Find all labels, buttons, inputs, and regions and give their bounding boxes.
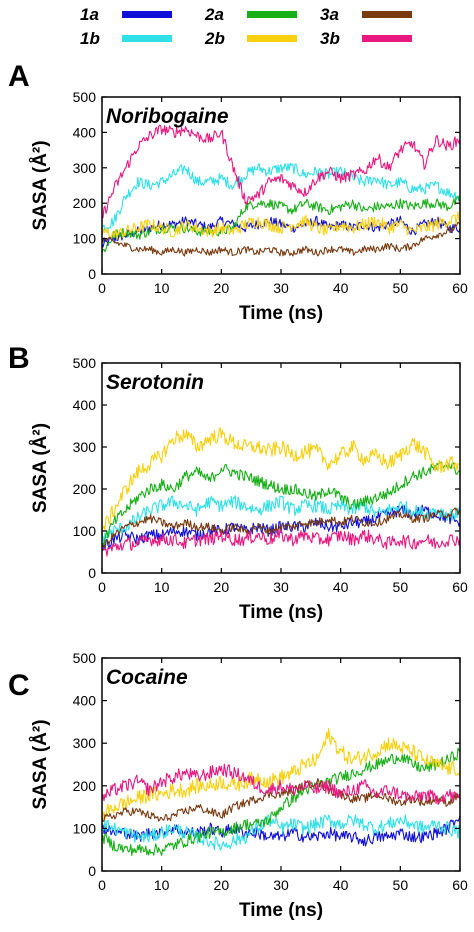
x-tick-label: 0 xyxy=(98,877,106,893)
x-tick-label: 50 xyxy=(393,877,409,893)
y-tick-label: 0 xyxy=(88,863,96,879)
panel-letter: B xyxy=(8,342,30,375)
legend-entry-3b: 3b xyxy=(320,29,412,48)
y-tick-label: 400 xyxy=(73,693,97,709)
y-tick-label: 0 xyxy=(88,266,96,282)
x-tick-label: 10 xyxy=(154,280,170,296)
series-line-3b xyxy=(102,763,460,805)
y-axis-label: SASA (Å²) xyxy=(30,140,51,230)
x-tick-label: 40 xyxy=(333,579,349,595)
x-axis-label: Time (ns) xyxy=(239,900,323,921)
series-line-1b xyxy=(102,495,460,545)
x-axis-label: Time (ns) xyxy=(239,303,323,324)
y-tick-label: 300 xyxy=(73,160,97,176)
legend-label: 1a xyxy=(80,5,99,24)
series-line-3b xyxy=(102,528,460,557)
y-tick-label: 400 xyxy=(73,124,97,140)
legend-swatch xyxy=(122,35,172,42)
y-tick-label: 100 xyxy=(73,523,97,539)
y-tick-label: 0 xyxy=(88,565,96,581)
series-group xyxy=(102,427,460,557)
legend-label: 3a xyxy=(320,5,339,24)
series-group xyxy=(102,124,460,257)
series-group xyxy=(102,727,460,857)
x-tick-label: 30 xyxy=(273,280,289,296)
y-tick-label: 100 xyxy=(73,231,97,247)
legend-label: 3b xyxy=(320,29,340,48)
y-tick-label: 500 xyxy=(73,89,97,105)
legend: 1a 1b 2a 2b 3a 3b xyxy=(80,5,412,48)
x-tick-label: 0 xyxy=(98,579,106,595)
panel-letter: A xyxy=(8,60,30,93)
x-tick-label: 20 xyxy=(214,877,230,893)
legend-entry-2b: 2b xyxy=(204,29,297,48)
panel-title: Cocaine xyxy=(106,666,188,689)
x-tick-label: 50 xyxy=(393,280,409,296)
x-tick-label: 10 xyxy=(154,579,170,595)
x-tick-label: 30 xyxy=(273,877,289,893)
series-line-2a xyxy=(102,461,460,548)
x-tick-label: 60 xyxy=(452,579,468,595)
x-tick-label: 10 xyxy=(154,877,170,893)
series-line-2b xyxy=(102,427,460,532)
x-tick-label: 60 xyxy=(452,280,468,296)
panel-title: Noribogaine xyxy=(106,105,229,128)
y-tick-label: 300 xyxy=(73,735,97,751)
x-tick-label: 60 xyxy=(452,877,468,893)
series-line-3a xyxy=(102,221,460,257)
legend-label: 1b xyxy=(80,29,100,48)
x-tick-label: 40 xyxy=(333,877,349,893)
panel-B: 0 100 200 300 400 500 0 10 20 30 40 50 60 Time (ns) SA… xyxy=(8,342,468,623)
series-line-2a xyxy=(102,747,460,857)
y-tick-label: 200 xyxy=(73,778,97,794)
series-line-2b xyxy=(102,211,460,241)
series-line-2a xyxy=(102,196,460,253)
legend-entry-1a: 1a xyxy=(80,5,172,24)
x-tick-label: 20 xyxy=(214,579,230,595)
panel-title: Serotonin xyxy=(106,371,204,394)
series-line-1b xyxy=(102,814,460,851)
series-line-1b xyxy=(102,162,460,232)
legend-swatch xyxy=(247,11,297,18)
x-tick-label: 0 xyxy=(98,280,106,296)
x-axis-label: Time (ns) xyxy=(239,602,323,623)
legend-entry-2a: 2a xyxy=(204,5,297,24)
panel-C: 0 100 200 300 400 500 0 10 20 30 40 50 60 Time (ns) SA… xyxy=(8,650,468,921)
legend-entry-1b: 1b xyxy=(80,29,172,48)
x-tick-label: 40 xyxy=(333,280,349,296)
y-tick-label: 500 xyxy=(73,355,97,371)
series-line-3a xyxy=(102,777,460,822)
legend-label: 2b xyxy=(204,29,225,48)
legend-swatch xyxy=(362,35,412,42)
y-tick-label: 100 xyxy=(73,820,97,836)
series-line-2b xyxy=(102,727,460,821)
y-tick-label: 200 xyxy=(73,195,97,211)
legend-swatch xyxy=(362,11,412,18)
y-axis-label: SASA (Å²) xyxy=(30,423,51,513)
y-tick-label: 300 xyxy=(73,439,97,455)
panel-A: 0 100 200 300 400 500 0 10 20 30 40 50 60 Time (ns) SA… xyxy=(8,60,468,324)
x-tick-label: 20 xyxy=(214,280,230,296)
legend-entry-3a: 3a xyxy=(320,5,412,24)
y-tick-label: 500 xyxy=(73,650,97,666)
y-axis-label: SASA (Å²) xyxy=(30,719,51,809)
legend-swatch xyxy=(122,11,172,18)
y-tick-label: 400 xyxy=(73,397,97,413)
x-tick-label: 30 xyxy=(273,579,289,595)
legend-swatch xyxy=(247,35,297,42)
x-tick-label: 50 xyxy=(393,579,409,595)
series-line-3b xyxy=(102,124,460,219)
y-tick-label: 200 xyxy=(73,481,97,497)
panel-letter: C xyxy=(8,669,30,702)
legend-label: 2a xyxy=(204,5,224,24)
